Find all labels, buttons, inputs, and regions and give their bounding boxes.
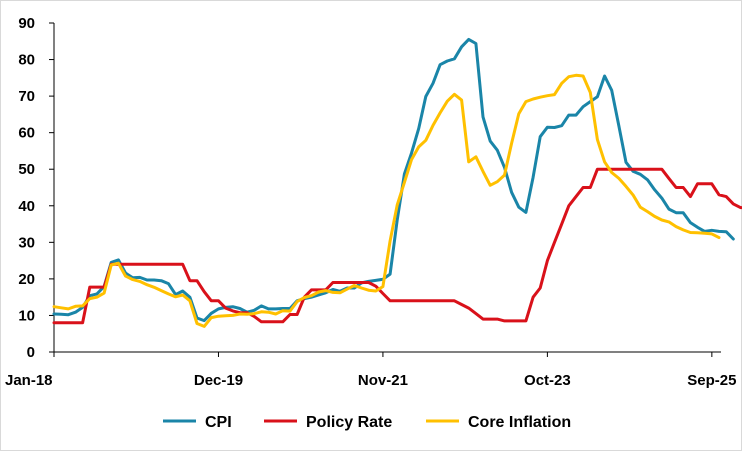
x-tick-label: Oct-23 xyxy=(524,372,571,389)
y-tick-label: 0 xyxy=(27,344,35,361)
series-lines xyxy=(52,37,742,328)
y-tick-label: 50 xyxy=(18,161,35,178)
y-tick-label: 30 xyxy=(18,234,35,251)
y-tick-label: 40 xyxy=(18,198,35,215)
y-tick-label: 10 xyxy=(18,307,35,324)
legend-label: Policy Rate xyxy=(306,414,392,431)
legend-item-cpi: CPI xyxy=(163,414,232,431)
y-tick-label: 80 xyxy=(18,52,35,69)
y-tick-label: 60 xyxy=(18,125,35,142)
x-tick-label: Sep-25 xyxy=(687,372,736,389)
y-tick-label: 70 xyxy=(18,88,35,105)
legend-item-core-inflation: Core Inflation xyxy=(426,414,571,431)
x-tick-label: Dec-19 xyxy=(194,372,243,389)
x-tick-label: Jan-18 xyxy=(5,372,53,389)
core-inflation-line xyxy=(52,73,721,328)
x-tick-label: Nov-21 xyxy=(358,372,408,389)
legend: CPI Policy Rate Core Inflation xyxy=(163,414,571,431)
cpi-line xyxy=(52,37,735,323)
legend-label: CPI xyxy=(205,414,232,431)
y-axis: 0 10 20 30 40 50 60 70 80 90 xyxy=(18,15,55,361)
legend-item-policy-rate: Policy Rate xyxy=(264,414,392,431)
y-tick-label: 20 xyxy=(18,271,35,288)
x-axis: Jan-18 Dec-19 Nov-21 Oct-23 Sep-25 xyxy=(5,351,736,389)
y-tick-label: 90 xyxy=(18,15,35,32)
legend-label: Core Inflation xyxy=(468,414,571,431)
policy-rate-line xyxy=(52,167,742,325)
